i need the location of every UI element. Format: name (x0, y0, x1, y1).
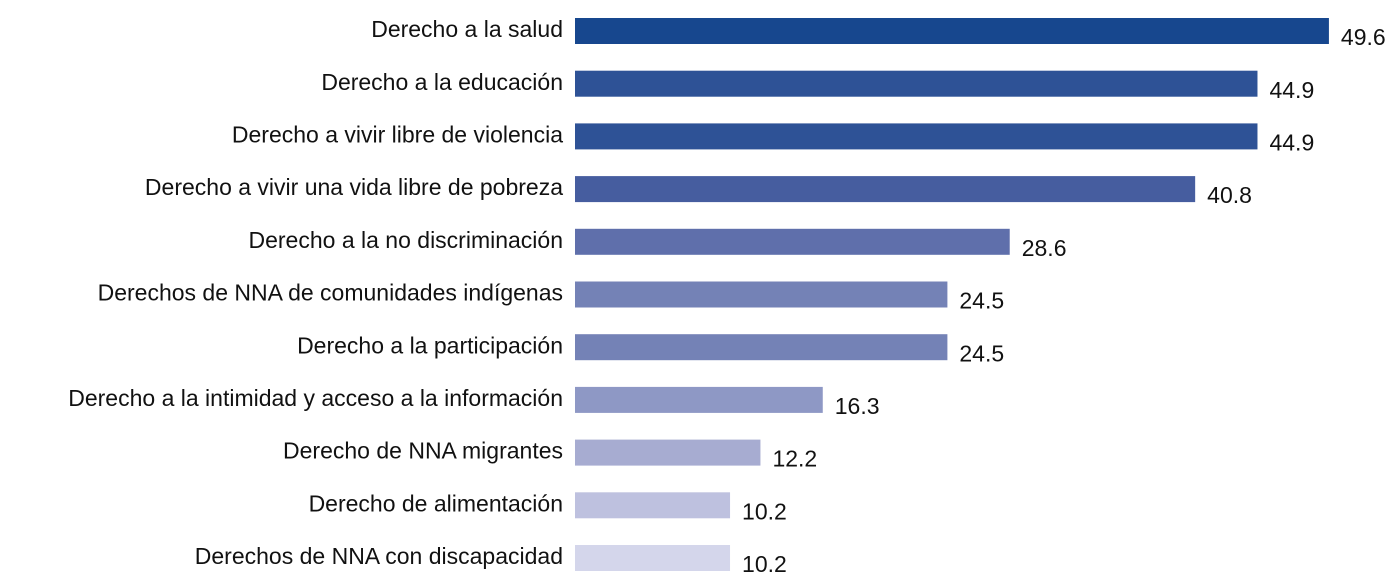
value-label: 28.6 (1022, 235, 1067, 261)
category-label: Derechos de NNA de comunidades indígenas (98, 280, 563, 306)
bar (575, 123, 1258, 150)
value-label: 40.8 (1207, 182, 1252, 208)
category-label: Derecho de NNA migrantes (283, 438, 563, 464)
bar (575, 439, 761, 466)
value-label: 49.6 (1341, 24, 1386, 50)
bar (575, 228, 1010, 255)
value-label: 24.5 (959, 288, 1004, 314)
value-label: 10.2 (742, 498, 787, 524)
value-label: 24.5 (959, 340, 1004, 366)
bar (575, 281, 948, 308)
value-label: 16.3 (835, 393, 880, 419)
category-label: Derecho a la no discriminación (249, 227, 564, 253)
category-label: Derecho a la participación (297, 332, 563, 358)
bar (575, 545, 731, 571)
category-label: Derecho a la intimidad y acceso a la inf… (68, 385, 563, 411)
bar (575, 334, 948, 361)
bar (575, 386, 823, 413)
category-label: Derechos de NNA con discapacidad (195, 543, 563, 569)
value-label: 12.2 (772, 446, 817, 472)
bar (575, 492, 731, 519)
category-label: Derecho de alimentación (309, 490, 563, 516)
category-label: Derecho a vivir libre de violencia (232, 121, 563, 147)
category-label: Derecho a la educación (321, 69, 563, 95)
value-label: 44.9 (1269, 77, 1314, 103)
value-label: 44.9 (1269, 129, 1314, 155)
value-label: 10.2 (742, 551, 787, 575)
bar (575, 70, 1258, 97)
category-label: Derecho a la salud (371, 16, 563, 42)
bar (575, 176, 1196, 203)
bar (575, 18, 1329, 44)
category-label: Derecho a vivir una vida libre de pobrez… (145, 174, 563, 200)
